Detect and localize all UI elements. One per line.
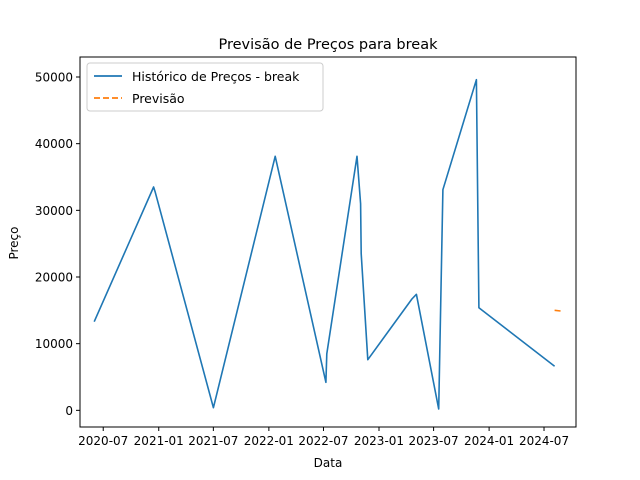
y-axis: 0 10000 20000 30000 40000 50000 — [35, 71, 80, 418]
x-tick-label: 2023-07 — [409, 434, 459, 448]
y-tick-label: 10000 — [35, 337, 73, 351]
series-layer — [93, 78, 561, 410]
plot-frame — [79, 56, 577, 428]
x-tick-label: 2024-07 — [519, 434, 569, 448]
legend: Histórico de Preços - break Previsão — [86, 62, 324, 112]
x-tick-label: 2021-07 — [188, 434, 238, 448]
y-tick-label: 0 — [65, 404, 73, 418]
series-line-history — [93, 78, 556, 410]
x-tick-label: 2021-01 — [134, 434, 184, 448]
legend-label-forecast: Previsão — [132, 91, 185, 106]
x-tick-label: 2024-01 — [464, 434, 514, 448]
series-line-forecast — [554, 309, 561, 312]
y-tick-label: 20000 — [35, 271, 73, 285]
legend-label-history: Histórico de Preços - break — [132, 69, 300, 84]
legend-frame — [86, 62, 324, 112]
x-axis: 2020-07 2021-01 2021-07 2022-01 2022-07 2023-… — [78, 427, 569, 448]
x-tick-label: 2022-01 — [244, 434, 294, 448]
x-tick-label: 2022-07 — [298, 434, 348, 448]
y-tick-label: 50000 — [35, 71, 73, 85]
y-tick-label: 40000 — [35, 137, 73, 151]
y-axis-label: Preço — [7, 226, 21, 259]
chart-title: Previsão de Preços para break — [219, 37, 439, 53]
x-tick-label: 2023-01 — [354, 434, 404, 448]
x-axis-label: Data — [314, 456, 343, 470]
plot-area — [79, 56, 577, 428]
y-tick-label: 30000 — [35, 204, 73, 218]
x-tick-label: 2020-07 — [78, 434, 128, 448]
